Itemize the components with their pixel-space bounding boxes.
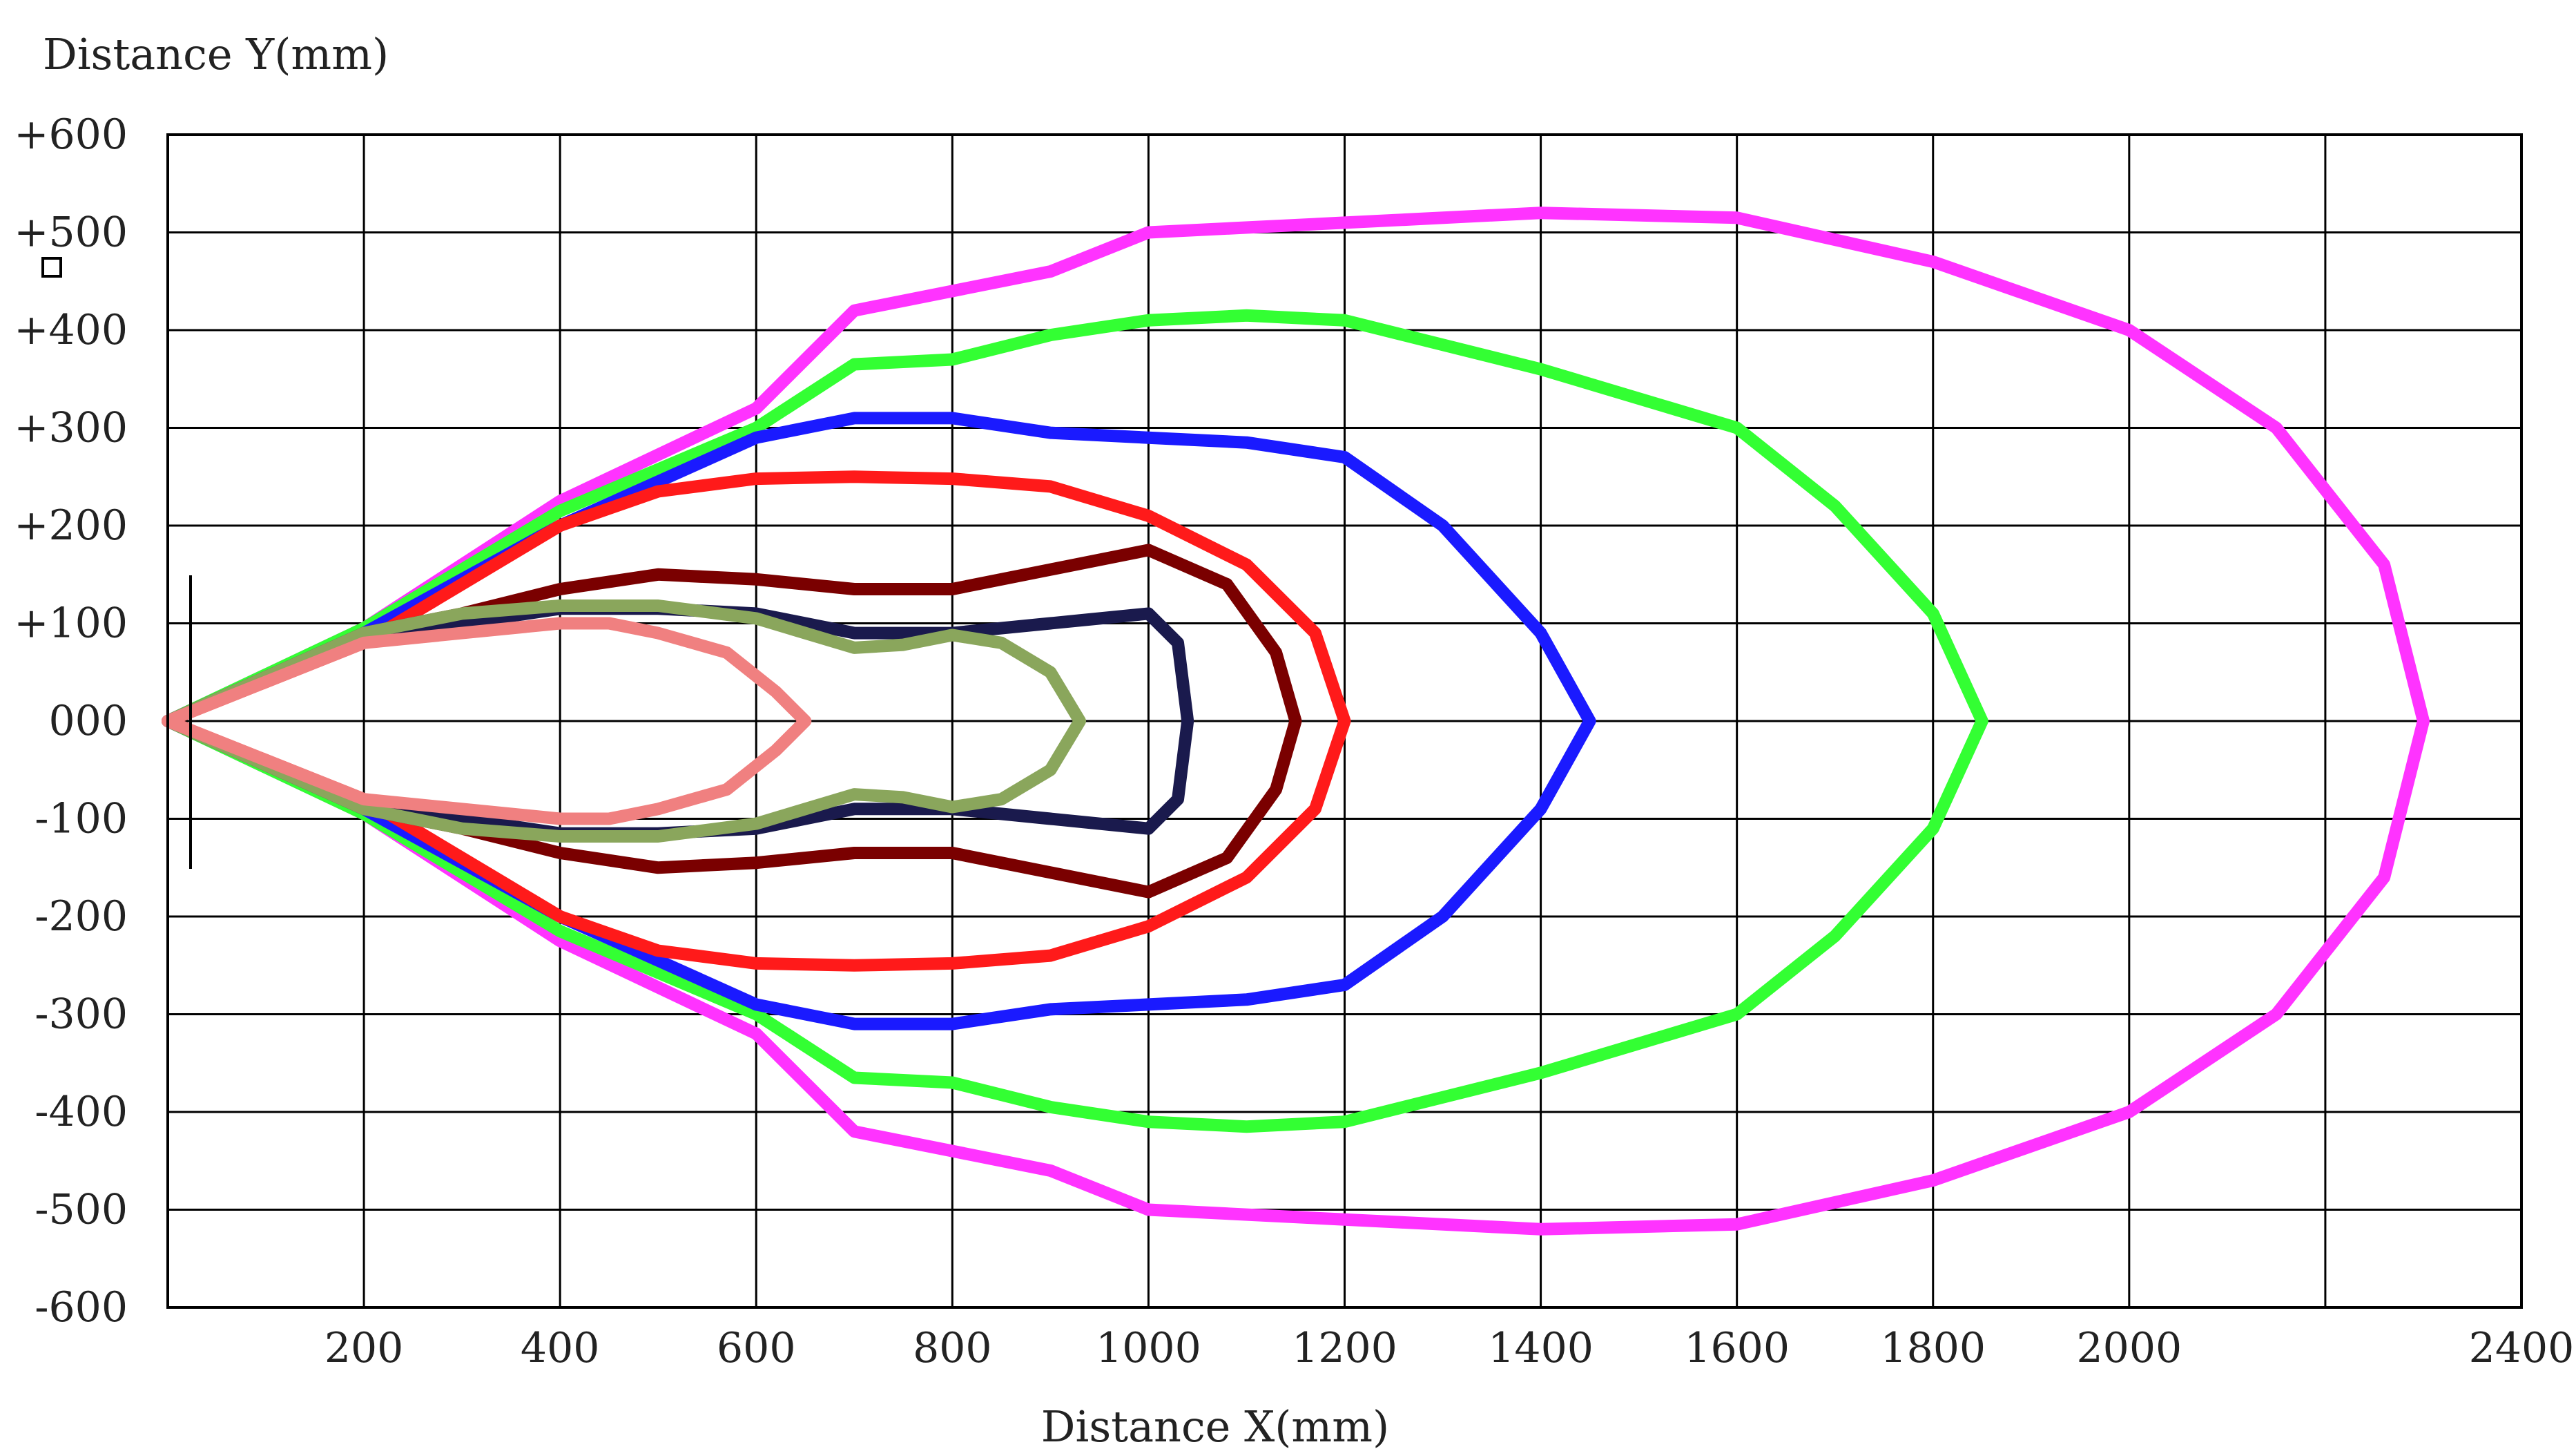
y-tick-label: +100 xyxy=(14,599,128,648)
x-tick-label: 2400 xyxy=(2469,1324,2575,1372)
y-tick-label: +300 xyxy=(14,404,128,452)
plot-border xyxy=(166,133,2523,1309)
series-line-4 xyxy=(162,470,1351,972)
y-tick-label: +200 xyxy=(14,501,128,550)
x-tick-label: 200 xyxy=(325,1324,404,1372)
x-tick-label: 1800 xyxy=(1880,1324,1986,1372)
plot-frame xyxy=(166,133,2523,1309)
tick-labels: +600 +500 +400 +300 +200 +100 000 -100 -200 -300 -… xyxy=(14,111,2574,1372)
series-line-2 xyxy=(162,309,1988,1133)
series-line-3 xyxy=(162,412,1596,1030)
x-tick-label: 800 xyxy=(913,1324,992,1372)
series-line-8 xyxy=(162,617,812,825)
series-group xyxy=(162,207,2430,1236)
y-tick-label: +400 xyxy=(14,306,128,354)
y-tick-label: -400 xyxy=(35,1088,128,1136)
x-tick-label: 2000 xyxy=(2076,1324,2182,1372)
y-tick-label: -300 xyxy=(35,990,128,1039)
x-tick-label: 1400 xyxy=(1488,1324,1594,1372)
x-axis-title: Distance X(mm) xyxy=(1041,1401,1389,1449)
series-line-1 xyxy=(162,207,2430,1236)
series-line-7 xyxy=(162,599,1086,843)
y-tick-label: -200 xyxy=(35,892,128,941)
y-tick-label: +500 xyxy=(14,209,128,257)
small-square-marker xyxy=(41,257,62,278)
x-tick-label: 1200 xyxy=(1292,1324,1397,1372)
y-axis-title: Distance Y(mm) xyxy=(43,29,389,79)
series-line-5 xyxy=(162,544,1302,899)
y-tick-label: -500 xyxy=(35,1186,128,1234)
x-tick-label: 1600 xyxy=(1684,1324,1790,1372)
y-tick-label: -100 xyxy=(35,795,128,843)
y-tick-label: -600 xyxy=(35,1283,128,1332)
x-tick-label: 400 xyxy=(521,1324,600,1372)
y-tick-label: +600 xyxy=(14,111,128,159)
y-tick-label: 000 xyxy=(48,697,128,745)
x-tick-label: 1000 xyxy=(1096,1324,1201,1372)
x-tick-label: 600 xyxy=(717,1324,796,1372)
